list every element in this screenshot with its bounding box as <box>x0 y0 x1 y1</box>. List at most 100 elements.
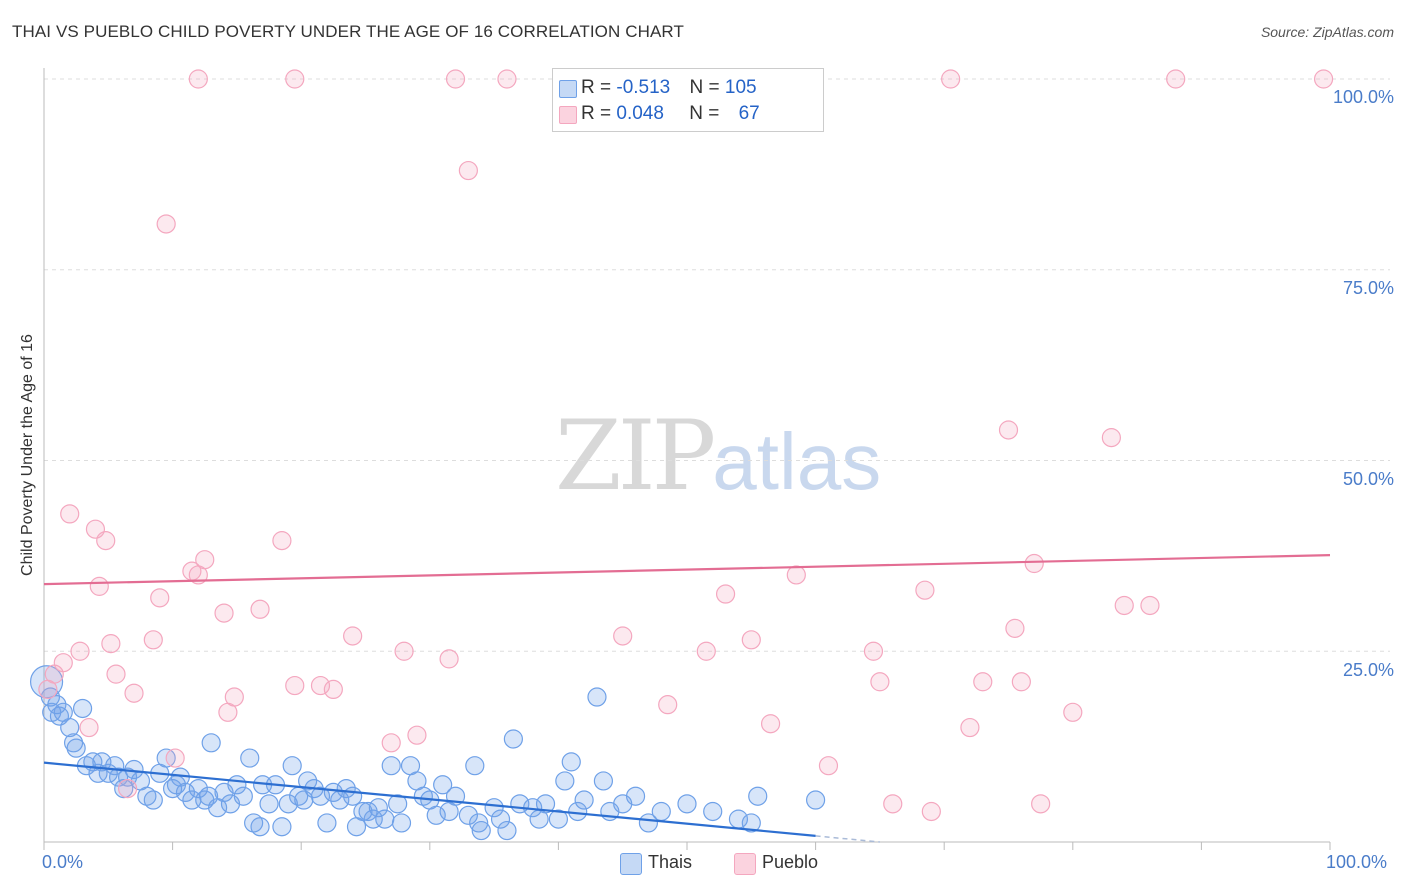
pueblo-point <box>53 653 73 673</box>
thai-point <box>548 809 569 829</box>
pueblo-point <box>1024 553 1044 574</box>
thai-point <box>336 778 356 799</box>
pueblo-point <box>323 679 343 700</box>
pueblo-point <box>272 531 292 551</box>
pueblo-point <box>921 801 941 822</box>
pueblo-point <box>70 641 90 661</box>
thai-point <box>47 695 67 715</box>
pueblo-point <box>1063 702 1083 722</box>
x-tick-label-max: 100.0% <box>1326 852 1388 872</box>
pueblo-point <box>715 584 736 604</box>
pueblo-trend-line <box>43 554 1331 586</box>
thai-point <box>272 817 292 837</box>
y-tick-label-25: 25.0% <box>1342 660 1394 680</box>
pueblo-n-label: N = <box>689 103 725 124</box>
thai-point <box>651 801 671 822</box>
thai-point <box>458 805 478 825</box>
pueblo-point <box>696 641 716 661</box>
thai-point <box>317 813 337 833</box>
pueblo-point <box>381 733 401 753</box>
thai-point <box>259 794 279 814</box>
thai-point <box>561 752 581 772</box>
pueblo-point <box>165 748 185 768</box>
pueblo-point <box>96 531 116 551</box>
pueblo-point <box>310 675 331 696</box>
pueblo-point <box>79 717 99 738</box>
y-tick-label-75: 75.0% <box>1342 278 1394 298</box>
thai-point <box>574 790 594 810</box>
thai-point <box>490 809 511 829</box>
thai-point <box>469 813 489 833</box>
thai-point <box>388 794 408 814</box>
thai-trend-extension <box>815 835 880 843</box>
stats-row-pueblo: R = 0.048 N = 67 <box>559 103 760 125</box>
y-tick-label-100: 100.0% <box>1332 87 1394 107</box>
pueblo-point <box>250 599 270 619</box>
thai-point <box>535 794 556 814</box>
legend-pueblo-label: Pueblo <box>762 852 819 872</box>
pueblo-point <box>658 695 678 715</box>
legend-thais-swatch <box>620 853 642 875</box>
thai-point <box>175 782 196 803</box>
thai-point <box>233 786 253 806</box>
pueblo-point <box>195 550 215 570</box>
pueblo-point <box>1101 428 1121 448</box>
pueblo-point <box>143 630 163 650</box>
pueblo-point <box>458 160 478 181</box>
pueblo-point <box>101 634 121 654</box>
thai-point <box>240 748 260 768</box>
pueblo-point <box>1166 69 1186 89</box>
thai-point <box>188 778 208 799</box>
legend-pueblo: Pueblo <box>734 852 819 875</box>
thai-point <box>555 771 575 791</box>
thai-point <box>471 820 491 841</box>
watermark-atlas: atlas <box>712 417 882 506</box>
thais-r-value: -0.513 <box>616 77 671 98</box>
thai-point <box>748 786 768 806</box>
thai-point <box>381 756 401 776</box>
pueblo-point <box>1114 595 1134 616</box>
pueblo-point <box>760 714 781 734</box>
pueblo-point <box>1140 595 1160 616</box>
thais-swatch <box>559 80 577 98</box>
pueblo-point <box>214 603 234 623</box>
thai-point <box>741 813 761 833</box>
thai-point <box>638 813 659 833</box>
thai-point <box>587 687 607 707</box>
stats-row-thais: R = -0.513 N = 105 <box>559 77 757 99</box>
pueblo-point <box>1005 618 1025 638</box>
pueblo-point <box>188 69 208 89</box>
thai-point <box>63 733 84 753</box>
pueblo-point <box>863 641 884 661</box>
pueblo-point <box>106 664 126 684</box>
thai-point <box>497 820 517 841</box>
thai-point <box>625 786 646 806</box>
pueblo-point <box>960 717 980 738</box>
thai-trend-line <box>43 761 816 837</box>
pueblo-swatch <box>559 106 577 124</box>
thai-point <box>368 798 388 818</box>
legend-thais-label: Thais <box>648 852 693 872</box>
thai-point <box>805 790 826 810</box>
thai-point <box>703 801 723 822</box>
pueblo-point <box>941 69 961 89</box>
pueblo-point <box>156 214 176 234</box>
pueblo-point <box>613 626 633 646</box>
thai-point <box>363 809 383 829</box>
pueblo-point <box>1031 794 1051 814</box>
thai-point <box>433 775 453 795</box>
thai-point <box>426 805 446 825</box>
thai-point <box>391 813 412 833</box>
watermark: ZIPatlas <box>555 400 881 512</box>
thai-point <box>677 794 697 814</box>
pueblo-point <box>124 683 144 703</box>
stats-legend: R = -0.513 N = 105 R = 0.048 N = 67 <box>552 68 824 132</box>
thai-point <box>201 733 221 753</box>
pueblo-point <box>1313 69 1334 89</box>
pueblo-point <box>343 626 363 646</box>
pueblo-point <box>497 69 517 89</box>
pueblo-point <box>786 565 806 585</box>
pueblo-point <box>998 420 1019 440</box>
watermark-zip: ZIP <box>555 400 716 512</box>
